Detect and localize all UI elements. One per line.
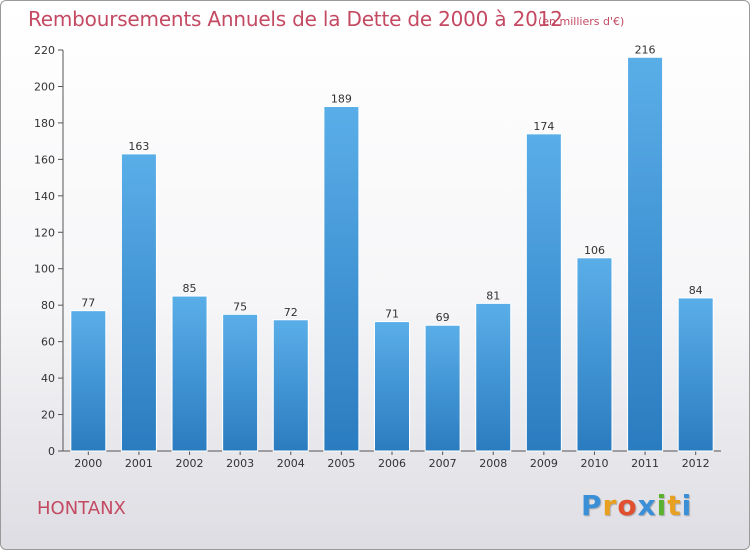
- data-label: 81: [486, 289, 500, 302]
- x-tick-label: 2005: [327, 457, 355, 470]
- data-label: 189: [331, 93, 352, 106]
- bar: [677, 297, 714, 452]
- y-tick-label: 20: [41, 409, 55, 422]
- x-tick-label: 2010: [580, 457, 608, 470]
- logo-letter: o: [617, 489, 638, 522]
- x-tick-label: 2003: [226, 457, 254, 470]
- logo-letter: t: [667, 489, 682, 522]
- logo-letter: P: [581, 489, 603, 522]
- bar: [374, 321, 410, 452]
- commune-name: HONTANX: [37, 498, 126, 519]
- data-label: 71: [385, 308, 399, 321]
- bar: [171, 295, 208, 452]
- data-label: 163: [128, 140, 149, 153]
- x-tick-label: 2009: [530, 457, 558, 470]
- proxiti-logo: Proxiti: [581, 489, 692, 522]
- y-tick-label: 80: [41, 299, 55, 312]
- data-label: 85: [183, 282, 197, 295]
- y-tick-label: 100: [34, 263, 55, 276]
- bar: [272, 319, 309, 452]
- x-tick-label: 2006: [378, 457, 406, 470]
- bar: [525, 133, 562, 452]
- data-label: 69: [436, 311, 450, 324]
- data-label: 216: [635, 43, 656, 56]
- x-tick-label: 2007: [429, 457, 457, 470]
- x-tick-label: 2012: [682, 457, 710, 470]
- y-tick-label: 180: [34, 117, 55, 130]
- y-tick-label: 40: [41, 372, 55, 385]
- y-tick-label: 60: [41, 336, 55, 349]
- x-tick-label: 2002: [176, 457, 204, 470]
- logo-letter: r: [602, 489, 618, 522]
- bar: [120, 153, 157, 452]
- bar: [576, 257, 613, 452]
- logo-letter: x: [637, 489, 657, 522]
- x-tick-label: 2000: [74, 457, 102, 470]
- chart-subtitle: (en milliers d'€): [538, 15, 625, 28]
- data-label: 106: [584, 244, 605, 257]
- y-tick-label: 160: [34, 153, 55, 166]
- y-tick-label: 140: [34, 190, 55, 203]
- logo-letter: i: [681, 489, 693, 522]
- data-label: 75: [233, 300, 247, 313]
- logo-letter: i: [656, 489, 668, 522]
- data-label: 174: [533, 120, 554, 133]
- data-label: 77: [81, 297, 95, 310]
- y-tick-label: 220: [34, 44, 55, 57]
- data-label: 72: [284, 306, 298, 319]
- bar: [627, 56, 664, 452]
- x-tick-label: 2004: [277, 457, 305, 470]
- chart-title: Remboursements Annuels de la Dette de 20…: [28, 7, 563, 31]
- bar: [70, 310, 107, 452]
- y-tick-label: 200: [34, 80, 55, 93]
- data-label: 84: [689, 284, 703, 297]
- bar: [222, 313, 259, 452]
- x-tick-label: 2001: [125, 457, 153, 470]
- bar: [323, 106, 360, 452]
- bar: [475, 302, 512, 452]
- bar: [424, 324, 461, 452]
- x-tick-label: 2011: [631, 457, 659, 470]
- x-tick-label: 2008: [479, 457, 507, 470]
- y-tick-label: 0: [48, 445, 55, 458]
- y-tick-label: 120: [34, 226, 55, 239]
